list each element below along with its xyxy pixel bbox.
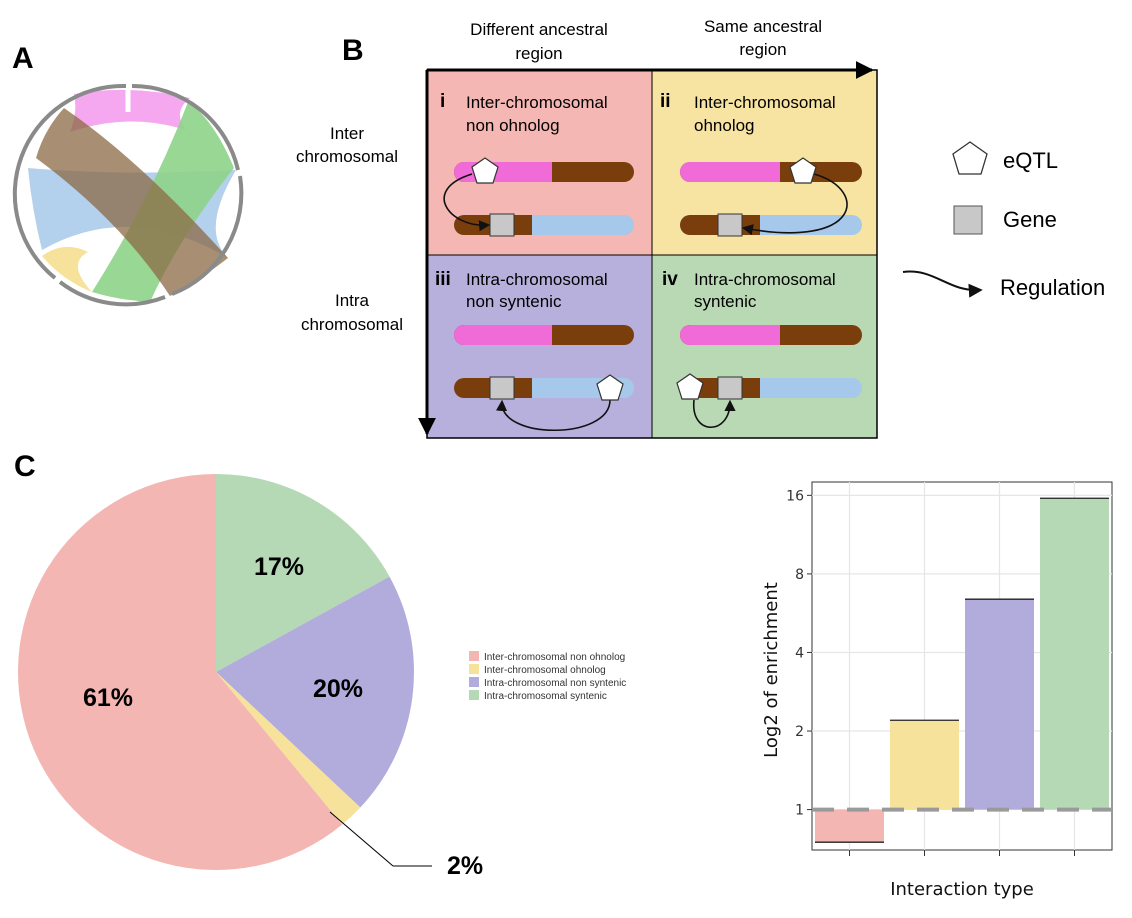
gene-square [717, 376, 743, 400]
y-tick-label: 8 [795, 567, 804, 583]
row-label-intra-line2: chromosomal [301, 315, 403, 334]
regulation-arrow [741, 173, 848, 236]
key-gene-label: Gene [1003, 207, 1057, 232]
col-header-different-line1: Different ancestral [470, 20, 608, 39]
pie-slice-inter-ohnolog [216, 672, 361, 825]
bar-intra-syntenic [1040, 498, 1109, 810]
pie-chart [17, 474, 414, 870]
key-regulation-arrow-icon [902, 270, 983, 298]
cell-iv-title-line1: Intra-chromosomal [694, 270, 836, 289]
key-regulation-label: Regulation [1000, 275, 1105, 300]
legend-swatch [469, 677, 479, 687]
quadrant-ii-chromosomes [680, 157, 862, 237]
enrichment-bar-chart: 1 2 4 8 16 [786, 481, 1113, 856]
y-tick-label: 2 [795, 724, 804, 740]
x-axis-title: Interaction type [890, 879, 1034, 900]
quadrant-iii [427, 255, 652, 438]
bar-inter-non-ohnolog [815, 809, 884, 843]
pie-label-intra-syntenic: 17% [254, 553, 304, 581]
eqtl-pentagon [676, 373, 704, 400]
row-label-inter-line1: Inter [330, 124, 364, 143]
bar-inter-ohnolog [890, 720, 959, 810]
pie-label-inter-ohnolog: 2% [447, 852, 483, 880]
regulation-arrow [495, 399, 611, 432]
y-tick-label: 4 [795, 645, 804, 661]
col-header-same-line2: region [739, 40, 786, 59]
quadrant-iii-chromosomes [454, 325, 634, 432]
pie-callout-line [329, 811, 394, 867]
quadrant-i-chromosomes [443, 157, 634, 237]
row-label-intra-line1: Intra [335, 291, 370, 310]
panel-b-label: B [342, 34, 364, 67]
pie-slice-intra-non-syntenic [216, 576, 414, 808]
y-tick-label: 1 [795, 803, 804, 819]
gene-square [489, 376, 515, 400]
chord-diagram [12, 83, 244, 307]
regulation-arrow [443, 173, 491, 232]
regulation-arrow [693, 399, 736, 428]
cell-ii-title-line1: Inter-chromosomal [694, 93, 836, 112]
cell-iii-numeral: iii [435, 269, 451, 290]
pie-label-inter-non-ohnolog: 61% [83, 684, 133, 712]
eqtl-pentagon [596, 374, 624, 401]
key-eqtl-icon [952, 141, 988, 175]
bar-intra-non-syntenic [965, 599, 1034, 810]
col-header-different-line2: region [515, 44, 562, 63]
cell-i-title-line1: Inter-chromosomal [466, 93, 608, 112]
legend-item: Intra-chromosomal syntenic [484, 691, 607, 702]
panel-c-label: C [14, 450, 36, 483]
legend-swatch [469, 664, 479, 674]
cell-iii-title-line1: Intra-chromosomal [466, 270, 608, 289]
key-gene-icon [953, 205, 983, 235]
legend-item: Intra-chromosomal non syntenic [484, 678, 626, 689]
y-axis-title: Log2 of enrichment [761, 582, 782, 758]
cell-ii-title-line2: ohnolog [694, 116, 755, 135]
pie-label-intra-non-syntenic: 20% [313, 675, 363, 703]
legend-item: Inter-chromosomal non ohnolog [484, 652, 625, 663]
quadrant-iv [652, 255, 877, 438]
panel-a-label: A [12, 42, 34, 75]
cell-iv-numeral: iv [662, 269, 678, 290]
legend-swatch [469, 690, 479, 700]
eqtl-pentagon [471, 157, 499, 184]
col-header-same-line1: Same ancestral [704, 17, 822, 36]
cell-i-title-line2: non ohnolog [466, 116, 560, 135]
y-tick-label: 16 [786, 488, 804, 504]
gene-square [717, 213, 743, 237]
key-eqtl-label: eQTL [1003, 148, 1058, 173]
pie-slice-intra-syntenic [216, 474, 390, 672]
legend-item: Inter-chromosomal ohnolog [484, 665, 606, 676]
cell-iii-title-line2: non syntenic [466, 292, 562, 311]
gene-square [489, 213, 515, 237]
legend-swatch [469, 651, 479, 661]
row-label-inter-line2: chromosomal [296, 147, 398, 166]
pie-legend: Inter-chromosomal non ohnolog Inter-chro… [469, 651, 626, 702]
quadrant-iv-chromosomes [676, 325, 862, 428]
pie-slice-inter-non-ohnolog [17, 474, 343, 870]
cell-i-numeral: i [440, 91, 445, 112]
eqtl-pentagon [789, 157, 817, 184]
cell-iv-title-line2: syntenic [694, 292, 757, 311]
cell-ii-numeral: ii [660, 91, 671, 112]
